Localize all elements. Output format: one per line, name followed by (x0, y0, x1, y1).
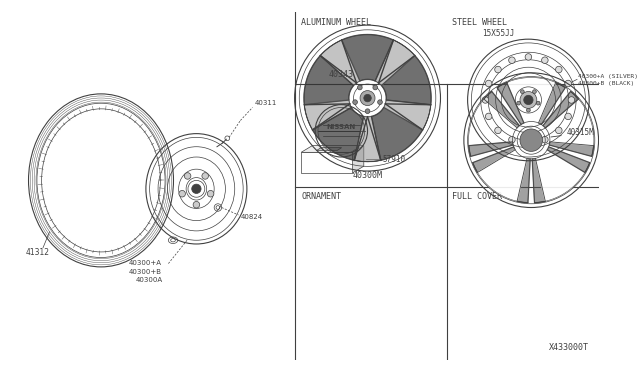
Polygon shape (477, 150, 527, 201)
Polygon shape (538, 83, 565, 125)
Text: 40315M: 40315M (551, 128, 595, 138)
Text: 40300A: 40300A (136, 278, 163, 283)
Circle shape (541, 137, 548, 143)
Text: 40300+A: 40300+A (129, 260, 161, 266)
Circle shape (520, 92, 537, 108)
Text: STEEL WHEEL: STEEL WHEEL (452, 17, 507, 27)
Circle shape (532, 90, 536, 93)
Circle shape (516, 101, 520, 105)
Polygon shape (536, 150, 585, 201)
Circle shape (373, 85, 378, 90)
Bar (301, 152, 353, 173)
Polygon shape (549, 142, 594, 156)
Polygon shape (532, 158, 545, 203)
Polygon shape (484, 92, 520, 128)
Polygon shape (317, 148, 342, 150)
Circle shape (378, 100, 382, 105)
Polygon shape (353, 145, 364, 173)
Circle shape (364, 94, 371, 102)
Circle shape (360, 91, 375, 106)
Text: 40824: 40824 (241, 214, 262, 220)
Circle shape (207, 190, 214, 197)
Polygon shape (342, 35, 394, 81)
Circle shape (202, 173, 209, 179)
Text: 40300+B: 40300+B (129, 269, 161, 275)
Circle shape (536, 101, 540, 105)
Circle shape (495, 127, 501, 134)
Circle shape (556, 127, 562, 134)
Circle shape (527, 108, 531, 112)
Polygon shape (468, 99, 517, 145)
Text: 40300+A (SILVER): 40300+A (SILVER) (578, 74, 638, 78)
Circle shape (509, 137, 515, 143)
Circle shape (192, 184, 201, 193)
Polygon shape (384, 100, 431, 130)
Circle shape (193, 201, 200, 208)
Text: 40311: 40311 (254, 100, 276, 106)
Text: ALUMINUM WHEEL: ALUMINUM WHEEL (301, 17, 371, 27)
Polygon shape (497, 83, 524, 125)
Text: 57910: 57910 (383, 155, 406, 164)
Circle shape (179, 190, 186, 197)
Circle shape (541, 57, 548, 64)
Circle shape (485, 80, 492, 87)
Text: X433000T: X433000T (549, 343, 589, 352)
Circle shape (556, 66, 562, 73)
Circle shape (520, 90, 524, 93)
Circle shape (525, 54, 532, 60)
Polygon shape (371, 108, 422, 160)
Polygon shape (473, 147, 515, 173)
Circle shape (565, 113, 572, 120)
Circle shape (353, 100, 357, 105)
Circle shape (509, 57, 515, 64)
Circle shape (565, 80, 572, 87)
Polygon shape (507, 77, 556, 123)
Polygon shape (468, 142, 513, 156)
Text: 15X55JJ: 15X55JJ (483, 29, 515, 38)
Text: ORNAMENT: ORNAMENT (301, 192, 341, 201)
Polygon shape (312, 108, 364, 160)
Text: 40300+B (BLACK): 40300+B (BLACK) (578, 81, 634, 86)
Circle shape (520, 129, 543, 151)
Circle shape (495, 66, 501, 73)
Text: 40300M: 40300M (353, 171, 383, 180)
Text: NISSAN: NISSAN (327, 124, 356, 130)
Circle shape (365, 109, 370, 113)
Circle shape (184, 173, 191, 179)
Polygon shape (381, 55, 431, 105)
Polygon shape (301, 145, 364, 152)
Polygon shape (545, 99, 594, 145)
Polygon shape (355, 116, 381, 162)
Polygon shape (320, 40, 360, 86)
Polygon shape (304, 100, 351, 130)
Circle shape (358, 85, 362, 90)
Circle shape (485, 113, 492, 120)
Circle shape (525, 140, 532, 146)
Polygon shape (304, 55, 354, 105)
Text: FULL COVER: FULL COVER (452, 192, 502, 201)
Circle shape (568, 97, 575, 103)
Polygon shape (543, 92, 579, 128)
Polygon shape (547, 147, 589, 173)
Text: 40343: 40343 (329, 70, 354, 78)
Circle shape (524, 95, 533, 105)
Circle shape (482, 97, 489, 103)
Text: 41312: 41312 (26, 248, 49, 257)
Polygon shape (375, 40, 415, 86)
Polygon shape (517, 158, 530, 203)
